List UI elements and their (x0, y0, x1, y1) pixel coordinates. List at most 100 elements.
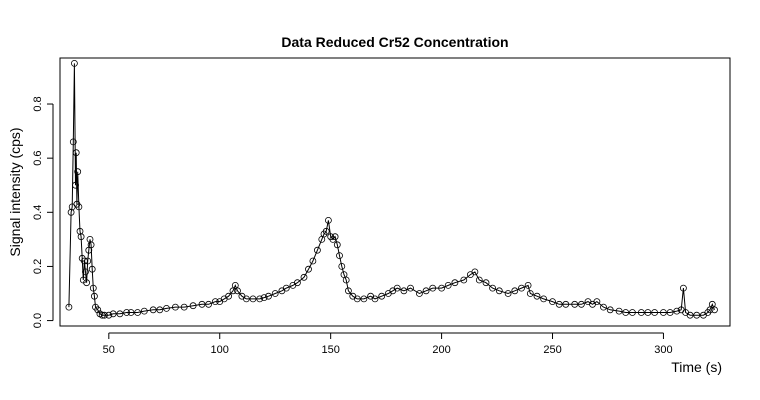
data-point (680, 284, 687, 292)
data-point (451, 279, 459, 287)
y-tick-label: 0.4 (32, 205, 44, 220)
data-point (84, 257, 92, 265)
data-point (673, 307, 681, 315)
data-point (87, 241, 95, 249)
data-point (606, 306, 614, 314)
data-point (101, 311, 108, 319)
data-point (98, 311, 106, 319)
data-point (134, 309, 142, 316)
y-tick-label: 0.2 (32, 259, 44, 274)
data-point (205, 300, 213, 308)
data-point (333, 241, 341, 249)
data-point (615, 307, 623, 315)
data-point (400, 287, 408, 295)
data-point (489, 284, 497, 292)
data-point (378, 292, 386, 300)
data-point (371, 295, 379, 303)
data-point (69, 138, 77, 146)
data-point (198, 300, 206, 308)
data-point (72, 149, 80, 157)
data-point (260, 294, 268, 302)
series-layer (65, 60, 718, 319)
data-point (593, 298, 601, 306)
series-line-0 (68, 63, 715, 316)
data-point (344, 287, 352, 295)
data-point (109, 310, 117, 318)
y-axis-label: Signal intensity (cps) (7, 127, 23, 256)
data-point (629, 309, 636, 316)
x-tick-label: 250 (543, 344, 561, 356)
data-point (81, 257, 88, 265)
data-point (444, 281, 452, 289)
data-point (156, 306, 164, 314)
data-point (651, 309, 658, 316)
data-point (460, 276, 468, 284)
data-point (526, 290, 534, 297)
data-point (415, 290, 423, 297)
data-point (91, 292, 98, 300)
data-point (693, 311, 701, 319)
data-point (562, 300, 570, 308)
data-point (495, 287, 503, 295)
data-point (331, 233, 339, 241)
data-point (65, 303, 73, 311)
data-point (360, 295, 368, 303)
x-tick-label: 100 (211, 344, 229, 356)
data-point (342, 276, 350, 284)
data-point (637, 309, 645, 316)
data-point (549, 298, 556, 306)
data-point (482, 279, 490, 287)
plot-frame (59, 57, 731, 327)
data-point (71, 60, 78, 67)
data-point (393, 284, 401, 292)
data-point (533, 292, 541, 300)
data-point (571, 300, 579, 308)
y-tick-label: 0.8 (32, 96, 44, 111)
data-point (105, 311, 113, 319)
data-point (242, 295, 250, 303)
data-point (149, 306, 157, 314)
data-point (123, 309, 130, 316)
y-axis: 0.0 0.2 0.4 0.6 0.8 (32, 96, 54, 328)
data-point (83, 279, 90, 287)
data-point (271, 290, 279, 297)
data-point (72, 181, 79, 189)
data-point (300, 273, 308, 281)
data-point (282, 284, 290, 292)
data-point (249, 295, 257, 303)
data-point (540, 295, 547, 303)
data-point (666, 309, 674, 316)
data-point (660, 309, 667, 316)
data-point (256, 295, 264, 303)
data-point (353, 295, 361, 303)
x-axis: 50 100 150 200 250 300 (103, 332, 673, 356)
data-point (313, 246, 321, 254)
data-point (322, 227, 330, 235)
data-point (422, 287, 430, 295)
data-point (140, 307, 148, 315)
data-point (438, 284, 446, 292)
data-point (555, 300, 563, 308)
x-tick-label: 50 (103, 344, 115, 356)
data-point (511, 287, 519, 295)
data-point (74, 168, 82, 176)
data-point (293, 279, 301, 287)
data-point (336, 252, 343, 260)
x-tick-label: 200 (432, 344, 450, 356)
data-point (600, 303, 607, 311)
data-point (77, 233, 85, 241)
data-point (116, 310, 124, 318)
data-point (127, 309, 135, 316)
data-point (429, 284, 437, 292)
data-point (518, 284, 525, 292)
data-point (163, 304, 170, 312)
data-point (504, 290, 512, 297)
data-point (75, 203, 83, 211)
data-point (189, 302, 197, 310)
y-tick-label: 0.6 (32, 151, 44, 166)
x-axis-label: Time (s) (671, 359, 722, 375)
y-tick-label: 0.0 (32, 313, 44, 328)
data-point (644, 309, 652, 316)
data-point (94, 306, 102, 314)
data-point (180, 303, 188, 311)
